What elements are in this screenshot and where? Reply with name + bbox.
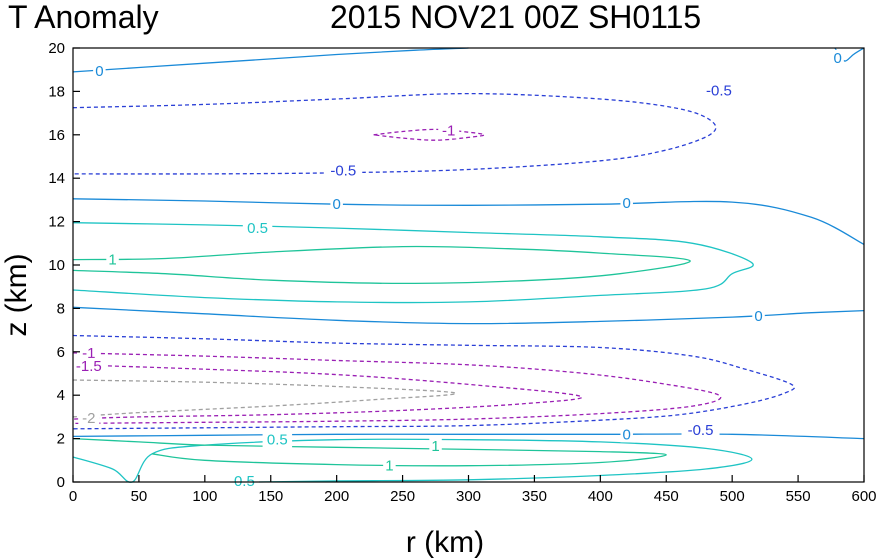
- contour-label-background: [229, 472, 260, 489]
- contour-line-level-neg1p5: [72, 364, 583, 420]
- contour-label: 0: [95, 63, 103, 80]
- x-axis-label: r (km): [406, 526, 484, 559]
- contour-label: 0: [332, 196, 340, 213]
- x-tick-label: 350: [522, 488, 547, 505]
- x-tick-label: 100: [192, 488, 217, 505]
- contour-label-background: [831, 49, 844, 66]
- contour-label: -0.5: [706, 82, 732, 99]
- y-tick-label: 4: [57, 387, 65, 404]
- contour-line-level-0: [72, 198, 865, 245]
- contour-label: 0: [754, 308, 762, 325]
- x-tick-label: 300: [456, 488, 481, 505]
- contour-label: -1.5: [76, 358, 102, 375]
- contour-label-background: [93, 62, 106, 79]
- contour-label-background: [324, 162, 363, 179]
- contour-line-level-neg1: [72, 352, 722, 425]
- contour-label: 0.5: [247, 220, 268, 237]
- y-tick-label: 14: [48, 170, 65, 187]
- y-tick-label: 18: [48, 83, 65, 100]
- contour-label: 0: [833, 50, 841, 67]
- contour-label: -1: [442, 122, 455, 139]
- y-tick-label: 10: [48, 257, 65, 274]
- contour-label-background: [330, 196, 343, 213]
- x-tick-label: 50: [131, 488, 148, 505]
- x-tick-label: 150: [258, 488, 283, 505]
- x-tick-label: 550: [786, 488, 811, 505]
- x-tick-label: 450: [654, 488, 679, 505]
- x-tick-label: 400: [588, 488, 613, 505]
- contour-line-level-0p5: [72, 438, 753, 483]
- contour-label: 0: [623, 195, 631, 212]
- plot-frame: [72, 47, 865, 483]
- contour-label: 1: [385, 458, 393, 475]
- contour-label-background: [752, 307, 765, 324]
- y-tick-label: 2: [57, 431, 65, 448]
- x-tick-label: 600: [851, 488, 876, 505]
- contour-label-background: [620, 195, 633, 212]
- contour-label-background: [429, 438, 442, 455]
- chart-title-left: T Anomaly: [8, 0, 159, 35]
- contour-line-level-neg1: [373, 128, 485, 141]
- y-axis-ticks: 0 2 4 6 8 10 12 14 16 18 20: [48, 40, 80, 491]
- contour-label: 1: [431, 438, 439, 455]
- x-axis-ticks: 0 50 100 150 200 250 300 350 400 450 500 550 600: [69, 475, 877, 505]
- y-axis-label: z (km): [0, 253, 33, 336]
- contour-label-background: [69, 357, 108, 374]
- x-tick-label: 0: [69, 488, 77, 505]
- contour-line-level-0: [72, 433, 865, 440]
- contour-line-level-0p5: [72, 222, 754, 304]
- contour-line-level-1: [72, 437, 667, 467]
- contour-line-level-neg2: [72, 379, 457, 418]
- contour-line-level-0: [72, 47, 469, 73]
- contour-label: -2: [82, 410, 95, 427]
- contour-label: -1: [82, 345, 95, 362]
- contour-label-background: [262, 431, 293, 448]
- contour-label-background: [78, 344, 100, 361]
- contour-label-background: [438, 122, 460, 139]
- contour-label-background: [78, 409, 100, 426]
- y-tick-label: 12: [48, 214, 65, 231]
- y-tick-label: 16: [48, 127, 65, 144]
- y-tick-label: 0: [57, 474, 65, 491]
- contour-line-level-1: [72, 245, 691, 285]
- contour-label: 0: [623, 426, 631, 443]
- chart-title-right: 2015 NOV21 00Z SH0115: [330, 0, 701, 35]
- x-tick-label: 250: [390, 488, 415, 505]
- contour-line-level-neg0p5: [72, 334, 795, 430]
- contour-label: 0.5: [267, 432, 288, 449]
- contour-label-background: [242, 220, 273, 237]
- contour-line-level-neg0p5: [72, 92, 717, 175]
- y-tick-label: 6: [57, 344, 65, 361]
- contour-label-background: [106, 251, 119, 268]
- contour-line-level-0: [72, 306, 865, 325]
- contour-label-background: [699, 82, 738, 99]
- contour-label-background: [383, 457, 396, 474]
- contour-labels: 00-0.5-1-0.50 00.510-1-1.5-2-0.500.5 110.5: [69, 49, 844, 490]
- contour-label-background: [681, 421, 720, 438]
- contour-label-background: [620, 426, 633, 443]
- x-tick-label: 500: [720, 488, 745, 505]
- y-tick-label: 8: [57, 300, 65, 317]
- contour-lines: [72, 47, 865, 483]
- y-tick-label: 20: [48, 40, 65, 57]
- x-tick-label: 200: [324, 488, 349, 505]
- contour-label: -0.5: [330, 163, 356, 180]
- contour-label: 1: [108, 252, 116, 269]
- contour-label: -0.5: [688, 422, 714, 439]
